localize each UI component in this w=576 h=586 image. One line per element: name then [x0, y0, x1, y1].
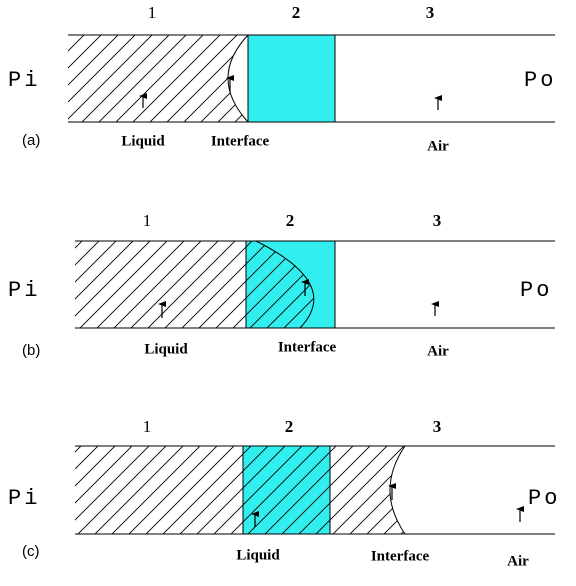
- outlet-pressure: Po: [524, 68, 556, 93]
- annotation: Interface: [371, 548, 430, 564]
- region-label: 1: [148, 3, 157, 22]
- region-label: 3: [426, 3, 435, 22]
- inlet-pressure: Pi: [8, 68, 40, 93]
- outlet-pressure: Po: [520, 278, 552, 303]
- cyan-section: [247, 34, 336, 123]
- inlet-pressure: Pi: [8, 278, 40, 303]
- panel-tag: (c): [22, 543, 40, 560]
- annotation: Interface: [278, 339, 337, 355]
- panel-a: 1 2 3 Pi Po Liquid Interface Air (a): [8, 3, 556, 154]
- liquid-region: [68, 35, 248, 122]
- annotation: Liquid: [144, 341, 188, 357]
- liquid-region: [75, 241, 314, 328]
- annotation: Liquid: [121, 133, 165, 149]
- region-label: 3: [433, 211, 442, 230]
- annotation: Interface: [211, 133, 270, 149]
- annotation: Liquid: [236, 547, 280, 563]
- interface-curve: [255, 240, 315, 329]
- panel-tag: (b): [22, 342, 40, 359]
- region-label: 2: [285, 417, 294, 436]
- panel-b: 1 2 3 Pi Po Liquid Interface Air (b): [8, 211, 555, 359]
- annotation: Air: [507, 553, 529, 569]
- region-label: 1: [143, 211, 152, 230]
- interface-curve: [389, 445, 406, 535]
- liquid-region: [75, 446, 405, 534]
- inlet-pressure: Pi: [8, 486, 40, 511]
- outlet-pressure: Po: [528, 486, 560, 511]
- annotation: Air: [427, 138, 449, 154]
- panel-c: 1 2 3 Pi Po Liquid Interface Air (c): [8, 417, 560, 570]
- panel-tag: (a): [22, 132, 40, 149]
- region-label: 3: [433, 417, 442, 436]
- region-label: 2: [292, 3, 301, 22]
- region-label: 1: [143, 417, 152, 436]
- region-label: 2: [286, 211, 295, 230]
- annotation: Air: [427, 343, 449, 359]
